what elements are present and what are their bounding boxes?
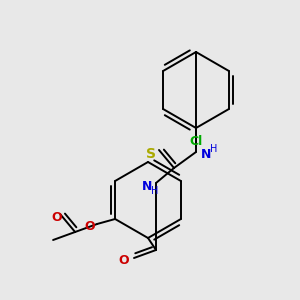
Text: O: O	[85, 220, 95, 232]
Text: N: N	[142, 179, 152, 193]
Text: N: N	[201, 148, 211, 160]
Text: H: H	[210, 144, 218, 154]
Text: Cl: Cl	[189, 135, 203, 148]
Text: H: H	[151, 186, 158, 196]
Text: O: O	[118, 254, 129, 268]
Text: S: S	[146, 147, 156, 161]
Text: O: O	[52, 211, 62, 224]
